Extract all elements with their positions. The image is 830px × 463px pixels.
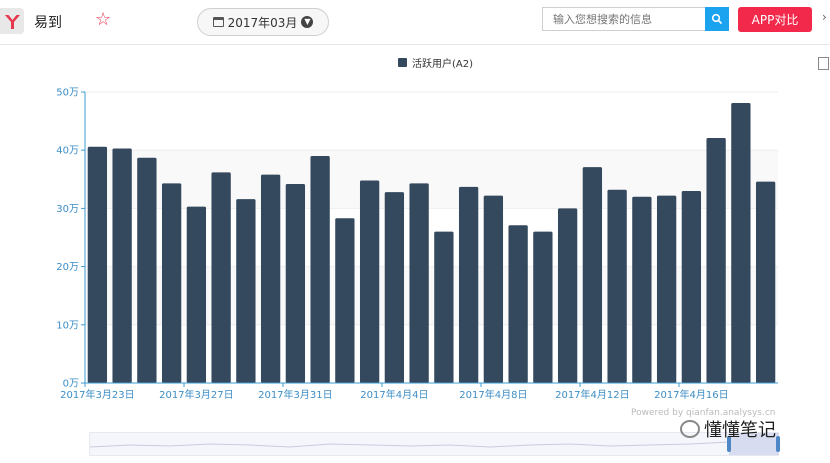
chart-legend[interactable]: 活跃用户(A2): [398, 55, 473, 70]
chevron-down-icon: ▼: [301, 16, 314, 28]
slider-selection[interactable]: [729, 433, 779, 455]
favorite-star-icon[interactable]: ☆: [95, 9, 112, 30]
document-icon[interactable]: [818, 57, 829, 70]
top-bar: 易到 ☆ 2017年03月 ▼ APP对比 ›: [0, 0, 830, 45]
bar: [656, 195, 677, 383]
y-tick-label: 0万: [63, 379, 79, 390]
bar: [508, 225, 528, 383]
search-icon: [711, 13, 723, 25]
bar-chart: 0万 10万 20万 30万 40万 50万 2017年3月23日 2017年3月27日 201…: [56, 88, 778, 401]
slider-preview-line: [90, 441, 778, 448]
bar: [335, 218, 355, 383]
bar: [409, 183, 429, 383]
bar: [755, 181, 776, 383]
x-tick-label: 2017年4月8日: [459, 388, 527, 401]
bar: [681, 190, 702, 383]
bar: [186, 206, 207, 383]
bar: [310, 156, 330, 383]
bar: [607, 189, 627, 383]
search-button[interactable]: [705, 7, 729, 31]
bar: [434, 231, 454, 383]
legend-swatch: [398, 58, 407, 67]
bar: [458, 186, 479, 383]
bar: [87, 146, 108, 383]
y-tick-label: 40万: [56, 146, 79, 157]
slider-handle-left[interactable]: [727, 436, 731, 452]
x-tick-label: 2017年3月27日: [159, 388, 234, 401]
bar: [359, 180, 380, 383]
calendar-icon: [212, 17, 224, 27]
powered-by-text: Powered by qianfan.analysys.cn: [631, 408, 776, 418]
x-tick-label: 2017年3月31日: [258, 388, 333, 401]
more-chevron-icon[interactable]: ›: [822, 10, 827, 24]
watermark-text: 懂懂笔记: [704, 420, 776, 441]
app-compare-button[interactable]: APP对比: [738, 7, 812, 32]
search-input[interactable]: [542, 7, 705, 31]
data-zoom-slider[interactable]: [89, 432, 780, 456]
bar: [211, 172, 231, 383]
bar: [260, 174, 281, 383]
bar: [483, 195, 504, 383]
bar: [236, 199, 256, 383]
app-logo[interactable]: [0, 8, 24, 34]
bar: [161, 183, 182, 383]
bar: [112, 148, 132, 383]
bar: [384, 192, 405, 383]
x-tick-label: 2017年4月12日: [555, 388, 630, 401]
bar: [137, 157, 157, 383]
bar: [285, 183, 306, 383]
bar: [706, 137, 726, 383]
month-picker-value: 2017年03月: [227, 15, 298, 30]
y-tick-label: 30万: [56, 204, 79, 215]
bar: [533, 231, 553, 383]
yidao-logo-icon: [5, 15, 20, 29]
x-tick-label: 2017年3月23日: [60, 388, 135, 401]
app-name: 易到: [34, 15, 62, 31]
x-tick-label: 2017年4月16日: [654, 388, 729, 401]
watermark: 懂懂笔记: [680, 416, 776, 442]
y-tick-label: 20万: [56, 262, 79, 273]
bar: [557, 208, 578, 383]
month-picker[interactable]: 2017年03月 ▼: [197, 8, 329, 36]
y-tick-label: 10万: [56, 320, 79, 331]
x-tick-label: 2017年4月4日: [360, 388, 428, 401]
wechat-icon: [680, 420, 700, 438]
legend-label: 活跃用户(A2): [412, 59, 474, 70]
y-tick-label: 50万: [56, 88, 79, 99]
bar: [582, 167, 603, 383]
bar: [632, 196, 652, 383]
bar: [731, 103, 751, 384]
slider-handle-right[interactable]: [776, 436, 780, 452]
